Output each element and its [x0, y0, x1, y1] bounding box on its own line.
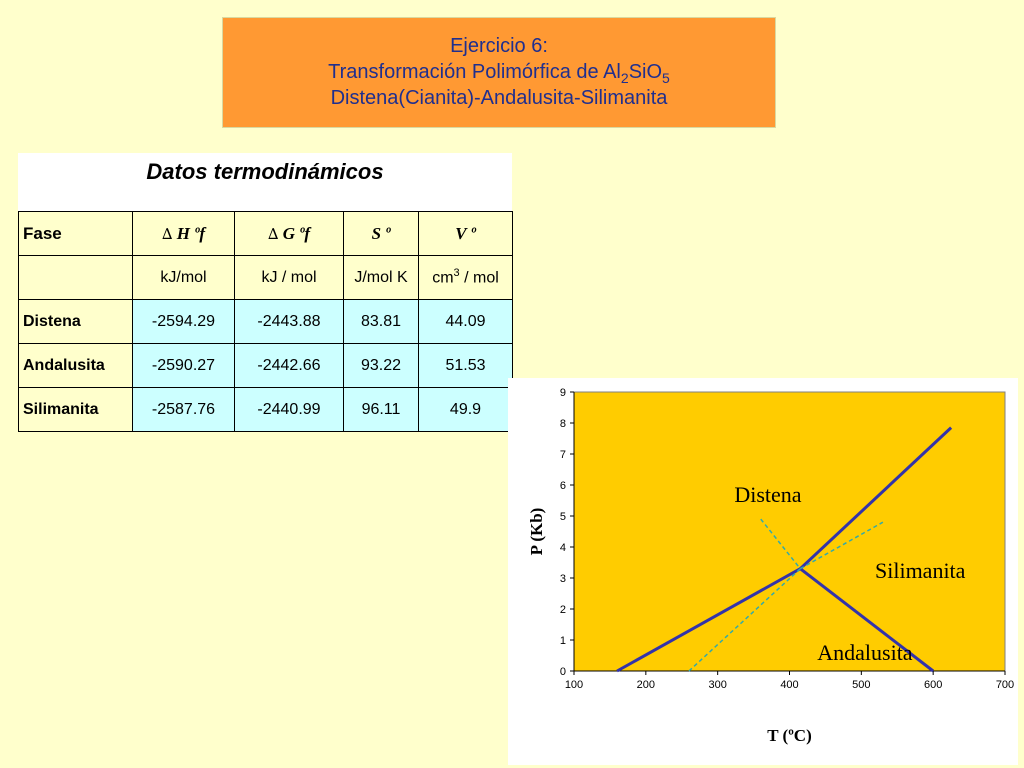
- unit-v-exponent: 3: [453, 267, 460, 280]
- y-tick-label: 4: [560, 542, 566, 554]
- phase-diagram-panel: 0 1 2 3 4 5 6 7 8 9 100 200 300 400 500 600 700 Distena Si…: [508, 378, 1018, 765]
- y-tick-label: 5: [560, 511, 566, 523]
- metastable-extension-line: [760, 518, 801, 570]
- header-row: Fase ∆ H ºf ∆ G ºf S º V º: [18, 211, 513, 256]
- table-row: Distena -2594.29 -2443.88 83.81 44.09: [18, 299, 513, 344]
- cell-dh: -2590.27: [132, 343, 235, 388]
- cell-s: 83.81: [343, 299, 419, 344]
- y-tick-label: 1: [560, 635, 566, 647]
- phase-boundary-line: [799, 567, 935, 673]
- table-row: Andalusita -2590.27 -2442.66 93.22 51.53: [18, 343, 513, 388]
- x-tick-label: 700: [996, 679, 1014, 691]
- plot-area: [573, 391, 1006, 672]
- phase-diagram-chart: 0 1 2 3 4 5 6 7 8 9 100 200 300 400 500 600 700 Distena Si…: [527, 387, 1014, 745]
- header-s: S º: [343, 211, 419, 256]
- delta-symbol: ∆: [162, 224, 173, 243]
- cell-dh: -2594.29: [132, 299, 235, 344]
- x-tick-label: 100: [565, 679, 583, 691]
- title-line-3: Distena(Cianita)-Andalusita-Silimanita: [330, 87, 668, 109]
- unit-dg: kJ / mol: [234, 255, 344, 300]
- header-dg-label: G ºf: [282, 223, 311, 243]
- metastable-extension-line: [688, 568, 801, 672]
- unit-dh: kJ/mol: [132, 255, 235, 300]
- phase-boundary-line: [616, 567, 802, 673]
- cell-dh: -2587.76: [132, 387, 235, 432]
- table-row: Silimanita -2587.76 -2440.99 96.11 49.9: [18, 387, 513, 432]
- header-v: V º: [418, 211, 513, 256]
- y-axis-label: P (Kb): [527, 508, 546, 556]
- cell-dg: -2440.99: [234, 387, 344, 432]
- units-row: kJ/mol kJ / mol J/mol K cm3 / mol: [18, 255, 513, 300]
- title-line-2-mid: SiO: [628, 61, 663, 83]
- y-tick-label: 6: [560, 480, 566, 492]
- phase-label: Silimanita: [875, 558, 966, 583]
- cell-v: 49.9: [418, 387, 513, 432]
- cell-dg: -2442.66: [234, 343, 344, 388]
- x-axis-label: T (ºC): [767, 726, 812, 745]
- y-tick-label: 9: [560, 387, 566, 399]
- x-tick-label: 300: [708, 679, 726, 691]
- title-line-2: Transformación Polimórfica de Al2SiO5: [223, 59, 775, 85]
- cell-v: 51.53: [418, 343, 513, 388]
- y-tick-label: 3: [560, 573, 566, 585]
- x-tick-label: 400: [780, 679, 798, 691]
- header-dh: ∆ H ºf: [132, 211, 235, 256]
- unit-v-base: cm: [432, 269, 454, 287]
- row-name: Distena: [18, 299, 133, 344]
- x-tick-label: 200: [637, 679, 655, 691]
- cell-s: 93.22: [343, 343, 419, 388]
- row-name: Andalusita: [18, 343, 133, 388]
- unit-empty: [18, 255, 133, 300]
- cell-dg: -2443.88: [234, 299, 344, 344]
- unit-v-rest: / mol: [459, 269, 499, 287]
- y-tick-label: 2: [560, 604, 566, 616]
- phase-label: Andalusita: [817, 640, 913, 665]
- thermo-table: Fase ∆ H ºf ∆ G ºf S º V º kJ/mol kJ / m…: [18, 211, 513, 432]
- table-heading: Datos termodinámicos: [18, 153, 512, 211]
- thermo-data-panel: Datos termodinámicos Fase ∆ H ºf ∆ G ºf …: [18, 153, 513, 432]
- delta-symbol: ∆: [267, 224, 279, 243]
- unit-s: J/mol K: [343, 255, 419, 300]
- x-tick-label: 600: [924, 679, 942, 691]
- y-tick-label: 0: [560, 666, 566, 678]
- phase-boundary-line: [799, 426, 953, 570]
- title-line-1: Ejercicio 6:: [450, 35, 548, 57]
- header-dg: ∆ G ºf: [234, 211, 344, 256]
- x-tick-label: 500: [852, 679, 870, 691]
- y-tick-label: 8: [560, 418, 566, 430]
- title-subscript-2: 2: [620, 70, 629, 86]
- title-line-2-text: Transformación Polimórfica de Al: [328, 61, 621, 83]
- title-subscript-5: 5: [662, 70, 670, 86]
- unit-v: cm3 / mol: [418, 255, 513, 300]
- row-name: Silimanita: [18, 387, 133, 432]
- y-tick-label: 7: [560, 449, 566, 461]
- cell-s: 96.11: [343, 387, 419, 432]
- slide-title: Ejercicio 6: Transformación Polimórfica …: [222, 17, 776, 128]
- metastable-extension-line: [799, 521, 884, 570]
- header-fase: Fase: [18, 211, 133, 256]
- header-dh-label: H ºf: [176, 223, 205, 243]
- cell-v: 44.09: [418, 299, 513, 344]
- phase-label: Distena: [734, 482, 801, 507]
